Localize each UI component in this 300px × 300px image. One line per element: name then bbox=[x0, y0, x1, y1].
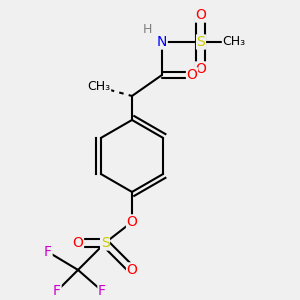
Text: F: F bbox=[98, 284, 106, 298]
Text: F: F bbox=[44, 245, 52, 259]
Text: O: O bbox=[73, 236, 83, 250]
Text: O: O bbox=[127, 263, 137, 277]
Text: O: O bbox=[187, 68, 197, 82]
Text: CH₃: CH₃ bbox=[87, 80, 111, 94]
Text: H: H bbox=[142, 23, 152, 37]
Text: O: O bbox=[196, 62, 206, 76]
Text: O: O bbox=[196, 8, 206, 22]
Text: S: S bbox=[196, 35, 206, 49]
Text: N: N bbox=[157, 35, 167, 49]
Text: O: O bbox=[127, 215, 137, 229]
Text: CH₃: CH₃ bbox=[222, 35, 245, 49]
Text: F: F bbox=[53, 284, 61, 298]
Text: S: S bbox=[100, 236, 109, 250]
